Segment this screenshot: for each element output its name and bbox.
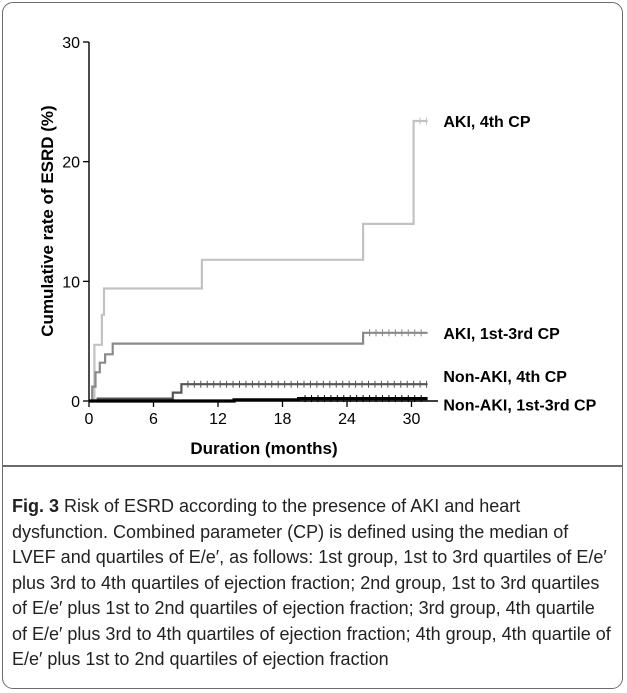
y-tick-label: 20 <box>62 155 80 172</box>
series-label-aki-4th-cp: AKI, 4th CP <box>443 114 530 131</box>
series-label-non-aki-4th-cp: Non-AKI, 4th CP <box>443 369 567 386</box>
series-line-non-aki-1st-3rd-cp <box>89 397 428 403</box>
y-tick-label: 0 <box>71 394 80 411</box>
x-tick-label: 30 <box>403 411 421 428</box>
series-label-non-aki-1st-3rd-cp: Non-AKI, 1st-3rd CP <box>443 398 596 415</box>
series-label-aki-1st-3rd-cp: AKI, 1st-3rd CP <box>443 326 560 343</box>
x-tick-label: 18 <box>274 411 292 428</box>
chart-plot: 0 10 20 30 0 6 12 18 24 30 AKI, 4th CP AKI, 1st-3rd… <box>62 35 596 428</box>
x-tick-label: 12 <box>209 411 227 428</box>
km-chart: 0 10 20 30 0 6 12 18 24 30 AKI, 4th CP AKI, 1st-3rd… <box>38 35 597 458</box>
caption-divider <box>2 465 623 467</box>
caption-text: Risk of ESRD according to the presence o… <box>12 496 611 669</box>
figure-caption: Fig. 3 Risk of ESRD according to the pre… <box>12 494 612 673</box>
series-line-aki-4th-cp <box>89 119 428 403</box>
caption-label: Fig. 3 <box>12 496 60 516</box>
x-tick-label: 0 <box>85 411 94 428</box>
x-axis-title: Duration (months) <box>190 439 337 458</box>
x-tick-label: 6 <box>149 411 158 428</box>
y-tick-label: 10 <box>62 274 80 291</box>
series-line-aki-1st-3rd-cp <box>89 331 428 403</box>
x-tick-label: 24 <box>338 411 356 428</box>
y-axis-title: Cumulative rate of ESRD (%) <box>38 105 57 336</box>
y-tick-label: 30 <box>62 35 80 52</box>
